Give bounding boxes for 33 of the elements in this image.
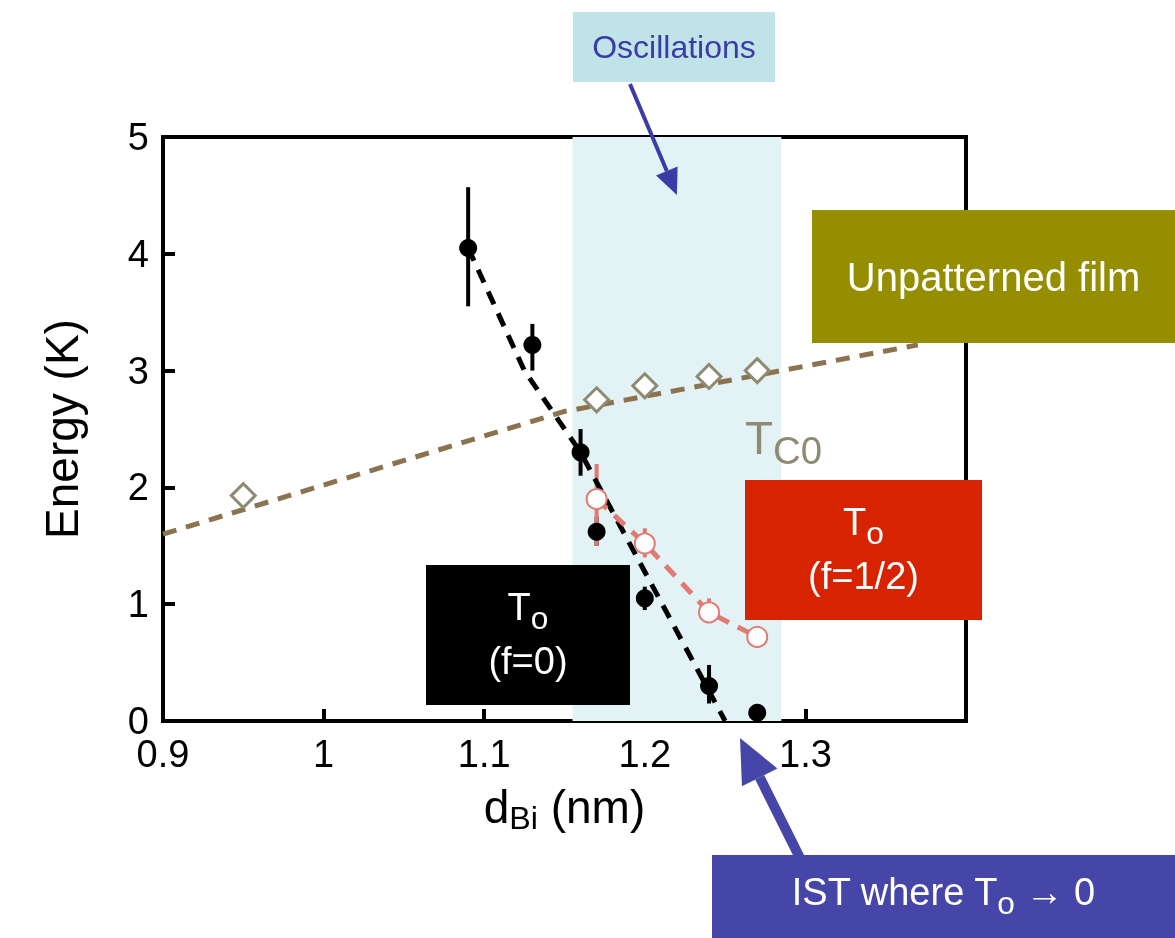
- x-tick-label: 1.1: [457, 733, 511, 775]
- annotation: Unpatterned film: [845, 253, 1142, 301]
- point: [743, 357, 771, 385]
- point: [746, 625, 769, 648]
- text: IST where T$_{o}$ → 0: [790, 870, 1097, 923]
- x-tick-label: 1.3: [778, 733, 832, 775]
- point: [229, 482, 257, 510]
- x-tick-label: 1.2: [618, 733, 672, 775]
- point: [631, 372, 659, 400]
- series-label: T$_{C0}$: [745, 411, 824, 475]
- y-tick-label: 2: [127, 466, 149, 509]
- annotation: T$_{o}$ (f=1/2): [807, 500, 920, 600]
- y-axis-title: Energy (K): [36, 319, 88, 539]
- point: [523, 335, 542, 354]
- y-tick-label: 4: [127, 232, 149, 275]
- point: [459, 238, 478, 257]
- point: [633, 532, 656, 555]
- point: [571, 443, 590, 462]
- point: [748, 703, 767, 722]
- y-tick-label: 5: [127, 116, 149, 158]
- point: [700, 676, 719, 695]
- point: [698, 601, 721, 624]
- band-label: Oscillations: [591, 28, 757, 67]
- y-tick-label: 3: [127, 349, 149, 392]
- point: [635, 589, 654, 608]
- x-tick-label: 0.9: [136, 733, 190, 775]
- point: [585, 488, 608, 511]
- point: [695, 362, 723, 390]
- y-tick-label: 1: [127, 583, 149, 626]
- x-tick-label: 1: [313, 733, 335, 775]
- point: [583, 386, 611, 414]
- point: [587, 522, 606, 541]
- annotation: T$_{o}$ (f=0): [487, 585, 569, 685]
